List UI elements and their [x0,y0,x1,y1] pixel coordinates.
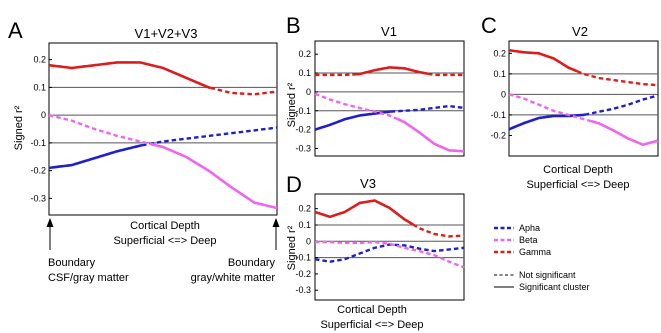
panel-c-gamma-line-sig-0 [508,48,578,73]
boundary-arrow-left [46,218,54,250]
panel-b-alpha-line-nonsig-1 [390,104,465,113]
panel-b: B V1 Signed r² 0.2 0.1 0 -0.1 -0.2 -0.3 [286,13,465,157]
panel-d-ylabel: Signed r² [286,225,298,270]
panel-a-title: V1+V2+V3 [135,26,198,41]
panel-c-frame [508,40,659,157]
panel-a-ylabel: Signed r² [13,105,25,150]
panel-d-xlabel2: Superficial <=> Deep [320,319,423,331]
panel-d-beta-line-nonsig-0 [315,240,465,269]
panel-c-ytick-label-2: 0 [501,89,506,99]
panel-b-ytick-label-1: 0.1 [298,68,311,78]
panel-b-beta-line-sig-1 [396,117,465,153]
panel-label-d: D [286,172,302,197]
panel-a-xlabel2: Superficial <=> Deep [113,235,216,247]
panel-a-ytick-label-2: 0 [41,110,46,120]
annotation-left-line1: Boundary [48,257,96,269]
panel-d-ytick-label-5: -0.3 [295,285,311,295]
panel-b-alpha-line-sig-0 [314,110,391,131]
panel-a-gamma-line-sig-0 [48,61,211,90]
panel-c-ytick-label-0: 0.2 [493,48,506,58]
panel-d-plot: 0.2 0.1 0 -0.1 -0.2 -0.3 [295,193,465,301]
panel-a-alpha-line-sig-0 [48,144,143,170]
panel-b-plot: 0.2 0.1 0 -0.1 -0.2 -0.3 [295,40,465,157]
boundary-arrow-right [272,218,280,250]
panel-d-ytick-label-2: 0 [306,236,311,246]
panel-b-gamma-line-nonsig-2 [427,72,464,77]
panel-d-xlabel: Cortical Depth [337,304,407,316]
legend-label-gamma: Gamma [519,247,551,257]
legend-label-not-significant: Not significant [519,270,576,280]
panel-d-gamma-line-nonsig-1 [412,223,465,238]
panel-c: C V2 0.2 0.1 0 -0.1 -0.2 Cortical Depth Supe… [481,13,659,191]
legend-label-beta: Beta [519,235,538,245]
panel-c-xlabel2: Superficial <=> Deep [526,179,629,191]
panel-b-ytick-label-5: -0.3 [295,143,311,153]
panel-a-plot: 0.2 0.1 0 -0.1 -0.2 -0.3 [30,42,278,216]
panel-c-alpha-line-sig-0 [508,113,586,131]
legend: Apha Beta Gamma Not significant Signific… [494,223,590,292]
panel-d-ytick-label-1: 0.1 [298,220,311,230]
panel-b-ytick-label-4: -0.2 [295,125,311,135]
panel-b-frame [314,40,465,157]
panel-c-ytick-label-4: -0.2 [490,130,506,140]
panel-d: D V3 Signed r² 0.2 0.1 0 -0.1 -0.2 -0.3 Corti… [286,172,465,331]
panel-label-a: A [8,18,23,43]
panel-a: A V1+V2+V3 Signed r² 0.2 0.1 0 -0.1 -0.2 -0.3… [8,18,280,284]
panel-b-ytick-label-2: 0 [306,87,311,97]
panel-d-alpha-line-nonsig-0 [314,243,465,263]
panel-d-ytick-label-3: -0.1 [295,253,311,263]
panel-a-xlabel: Cortical Depth [130,220,200,232]
annotation-left-line2: CSF/gray matter [48,272,129,284]
panel-c-xlabel: Cortical Depth [543,164,613,176]
panel-d-ytick-label-4: -0.2 [295,269,311,279]
panel-a-beta-line-sig-1 [151,142,278,210]
panel-c-beta-line-sig-1 [590,119,659,147]
panel-b-ylabel: Signed r² [286,82,298,127]
panel-a-ytick-label-1: 0.1 [33,82,46,92]
panel-b-ytick-label-0: 0.2 [298,49,311,59]
panel-c-plot: 0.2 0.1 0 -0.1 -0.2 [490,40,659,157]
panel-a-ytick-label-4: -0.2 [30,166,46,176]
panel-c-ytick-label-1: 0.1 [493,69,506,79]
panel-d-gamma-line-sig-0 [314,199,414,226]
panel-c-title: V2 [572,24,588,39]
panel-a-ytick-label-0: 0.2 [33,55,46,65]
panel-b-gamma-line-sig-1 [352,66,429,76]
panel-a-gamma-line-nonsig-1 [210,86,278,96]
panel-d-ytick-label-0: 0.2 [298,204,311,214]
panel-a-ytick-label-5: -0.3 [30,193,46,203]
legend-label-alpha: Apha [519,223,540,233]
panel-a-frame [48,42,278,216]
legend-label-significant: Significant cluster [519,282,590,292]
panel-b-beta-line-nonsig-0 [314,92,398,120]
panel-c-alpha-line-nonsig-1 [584,94,659,116]
panel-b-ytick-label-3: -0.1 [295,106,311,116]
panel-c-gamma-line-nonsig-1 [576,70,659,87]
annotation-right-line1: Boundary [228,257,276,269]
panel-label-b: B [286,13,301,38]
panel-a-beta-line-nonsig-0 [48,113,152,146]
panel-a-ytick-label-3: -0.1 [30,138,46,148]
panel-c-ytick-label-3: -0.1 [490,110,506,120]
panel-label-c: C [481,13,497,38]
panel-d-title: V3 [360,176,376,191]
panel-a-alpha-line-nonsig-1 [141,126,278,147]
annotation-right-line2: gray/white matter [191,272,276,284]
panel-d-frame [314,193,465,301]
panel-b-title: V1 [381,24,397,39]
